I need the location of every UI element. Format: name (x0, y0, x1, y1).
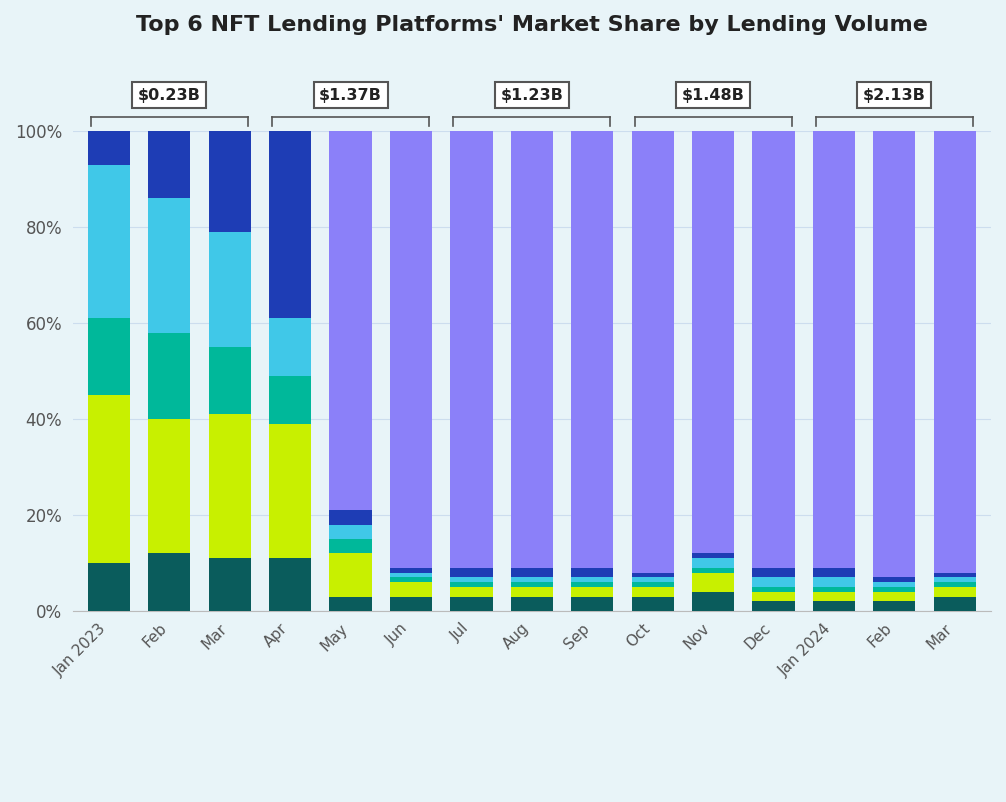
Bar (571, 597, 614, 611)
Bar (752, 577, 795, 587)
Bar (329, 525, 372, 539)
Bar (511, 597, 553, 611)
Bar (208, 232, 250, 347)
Bar (148, 131, 190, 198)
Bar (934, 597, 976, 611)
Bar (451, 577, 493, 582)
Bar (692, 592, 734, 611)
Legend:  (526, 703, 538, 715)
Bar (934, 582, 976, 587)
Bar (511, 582, 553, 587)
Bar (88, 563, 130, 611)
Text: $1.37B: $1.37B (319, 87, 382, 103)
Bar (329, 553, 372, 597)
Bar (813, 587, 855, 592)
Bar (752, 602, 795, 611)
Bar (692, 558, 734, 568)
Bar (873, 582, 915, 587)
Bar (873, 592, 915, 602)
Bar (390, 573, 433, 577)
Bar (269, 423, 311, 558)
Bar (390, 568, 433, 573)
Bar (451, 131, 493, 568)
Bar (813, 131, 855, 568)
Bar (88, 318, 130, 395)
Bar (329, 510, 372, 525)
Bar (752, 131, 795, 568)
Bar (451, 582, 493, 587)
Bar (632, 597, 674, 611)
Bar (269, 318, 311, 376)
Bar (451, 587, 493, 597)
Bar (571, 582, 614, 587)
Bar (632, 587, 674, 597)
Bar (692, 573, 734, 592)
Bar (934, 573, 976, 577)
Bar (873, 577, 915, 582)
Bar (511, 577, 553, 582)
Bar (148, 553, 190, 611)
Bar (571, 131, 614, 568)
Bar (692, 131, 734, 553)
Bar (269, 131, 311, 318)
Bar (692, 553, 734, 558)
Bar (813, 568, 855, 577)
Bar (934, 577, 976, 582)
Bar (632, 582, 674, 587)
Text: $2.13B: $2.13B (863, 87, 926, 103)
Bar (571, 577, 614, 582)
Text: $0.23B: $0.23B (138, 87, 201, 103)
Text: $1.23B: $1.23B (500, 87, 563, 103)
Bar (511, 587, 553, 597)
Bar (934, 587, 976, 597)
Title: Top 6 NFT Lending Platforms' Market Share by Lending Volume: Top 6 NFT Lending Platforms' Market Shar… (136, 15, 928, 35)
Bar (813, 577, 855, 587)
Bar (813, 592, 855, 602)
Bar (571, 587, 614, 597)
Bar (813, 602, 855, 611)
Bar (208, 131, 250, 232)
Bar (934, 131, 976, 573)
Bar (451, 597, 493, 611)
Bar (329, 597, 372, 611)
Bar (873, 587, 915, 592)
Bar (451, 568, 493, 577)
Bar (329, 539, 372, 553)
Bar (752, 587, 795, 592)
Bar (752, 592, 795, 602)
Bar (390, 582, 433, 597)
Bar (88, 395, 130, 563)
Text: $1.48B: $1.48B (682, 87, 744, 103)
Bar (511, 131, 553, 568)
Bar (390, 131, 433, 568)
Bar (511, 568, 553, 577)
Bar (269, 376, 311, 423)
Bar (571, 568, 614, 577)
Bar (752, 568, 795, 577)
Bar (632, 573, 674, 577)
Bar (632, 577, 674, 582)
Bar (329, 131, 372, 510)
Bar (632, 131, 674, 573)
Bar (148, 419, 190, 553)
Bar (148, 198, 190, 333)
Bar (208, 558, 250, 611)
Bar (208, 414, 250, 558)
Bar (88, 164, 130, 318)
Bar (269, 558, 311, 611)
Bar (208, 347, 250, 414)
Bar (148, 333, 190, 419)
Bar (390, 577, 433, 582)
Bar (692, 568, 734, 573)
Bar (88, 131, 130, 164)
Bar (390, 597, 433, 611)
Bar (873, 602, 915, 611)
Bar (873, 131, 915, 577)
